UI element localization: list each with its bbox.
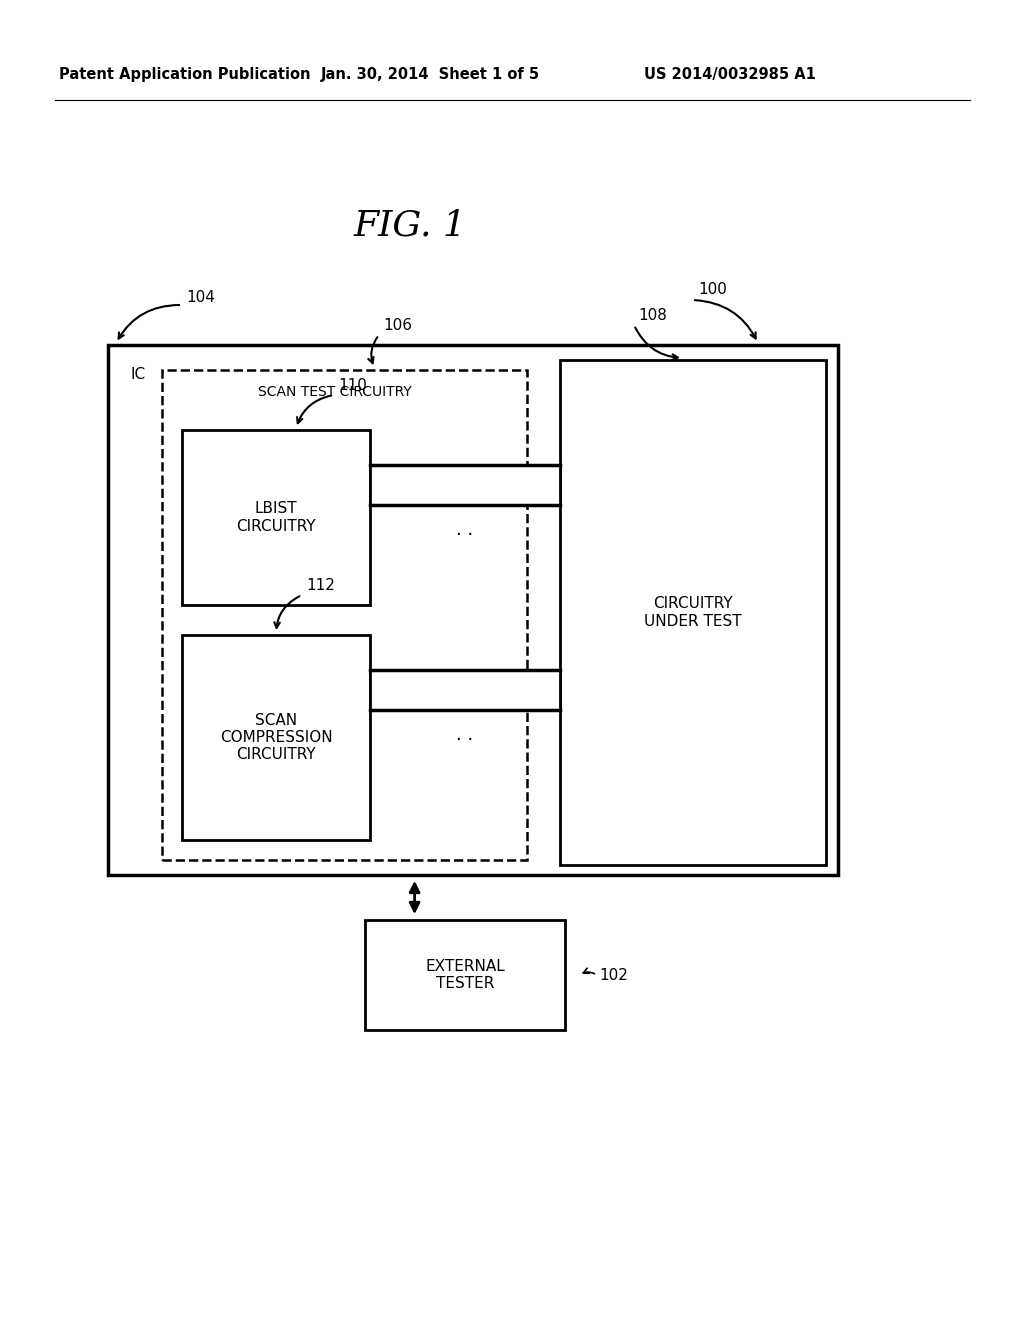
Text: 112: 112: [306, 578, 335, 593]
Bar: [182, 430, 370, 605]
Bar: [108, 345, 838, 875]
Text: FIG. 1: FIG. 1: [353, 209, 467, 242]
Text: US 2014/0032985 A1: US 2014/0032985 A1: [644, 67, 816, 82]
Text: 100: 100: [698, 282, 727, 297]
Text: 106: 106: [383, 318, 412, 333]
Bar: [182, 635, 370, 840]
Bar: [370, 465, 560, 506]
Text: LBIST
CIRCUITRY: LBIST CIRCUITRY: [237, 502, 315, 533]
Text: CIRCUITRY
UNDER TEST: CIRCUITRY UNDER TEST: [644, 597, 741, 628]
Text: 102: 102: [599, 968, 628, 982]
Bar: [560, 360, 826, 865]
Text: SCAN
COMPRESSION
CIRCUITRY: SCAN COMPRESSION CIRCUITRY: [220, 713, 333, 763]
Text: 108: 108: [638, 308, 667, 322]
Text: SCAN TEST CIRCUITRY: SCAN TEST CIRCUITRY: [258, 385, 412, 399]
Text: IC: IC: [130, 367, 145, 381]
Bar: [162, 370, 527, 861]
Bar: [370, 671, 560, 710]
Bar: [365, 920, 565, 1030]
Text: 104: 104: [186, 289, 215, 305]
Text: Jan. 30, 2014  Sheet 1 of 5: Jan. 30, 2014 Sheet 1 of 5: [321, 67, 540, 82]
Text: Patent Application Publication: Patent Application Publication: [59, 67, 310, 82]
Text: · ·: · ·: [457, 731, 474, 748]
Text: EXTERNAL
TESTER: EXTERNAL TESTER: [425, 958, 505, 991]
Text: · ·: · ·: [457, 525, 474, 544]
Text: 110: 110: [338, 378, 367, 392]
